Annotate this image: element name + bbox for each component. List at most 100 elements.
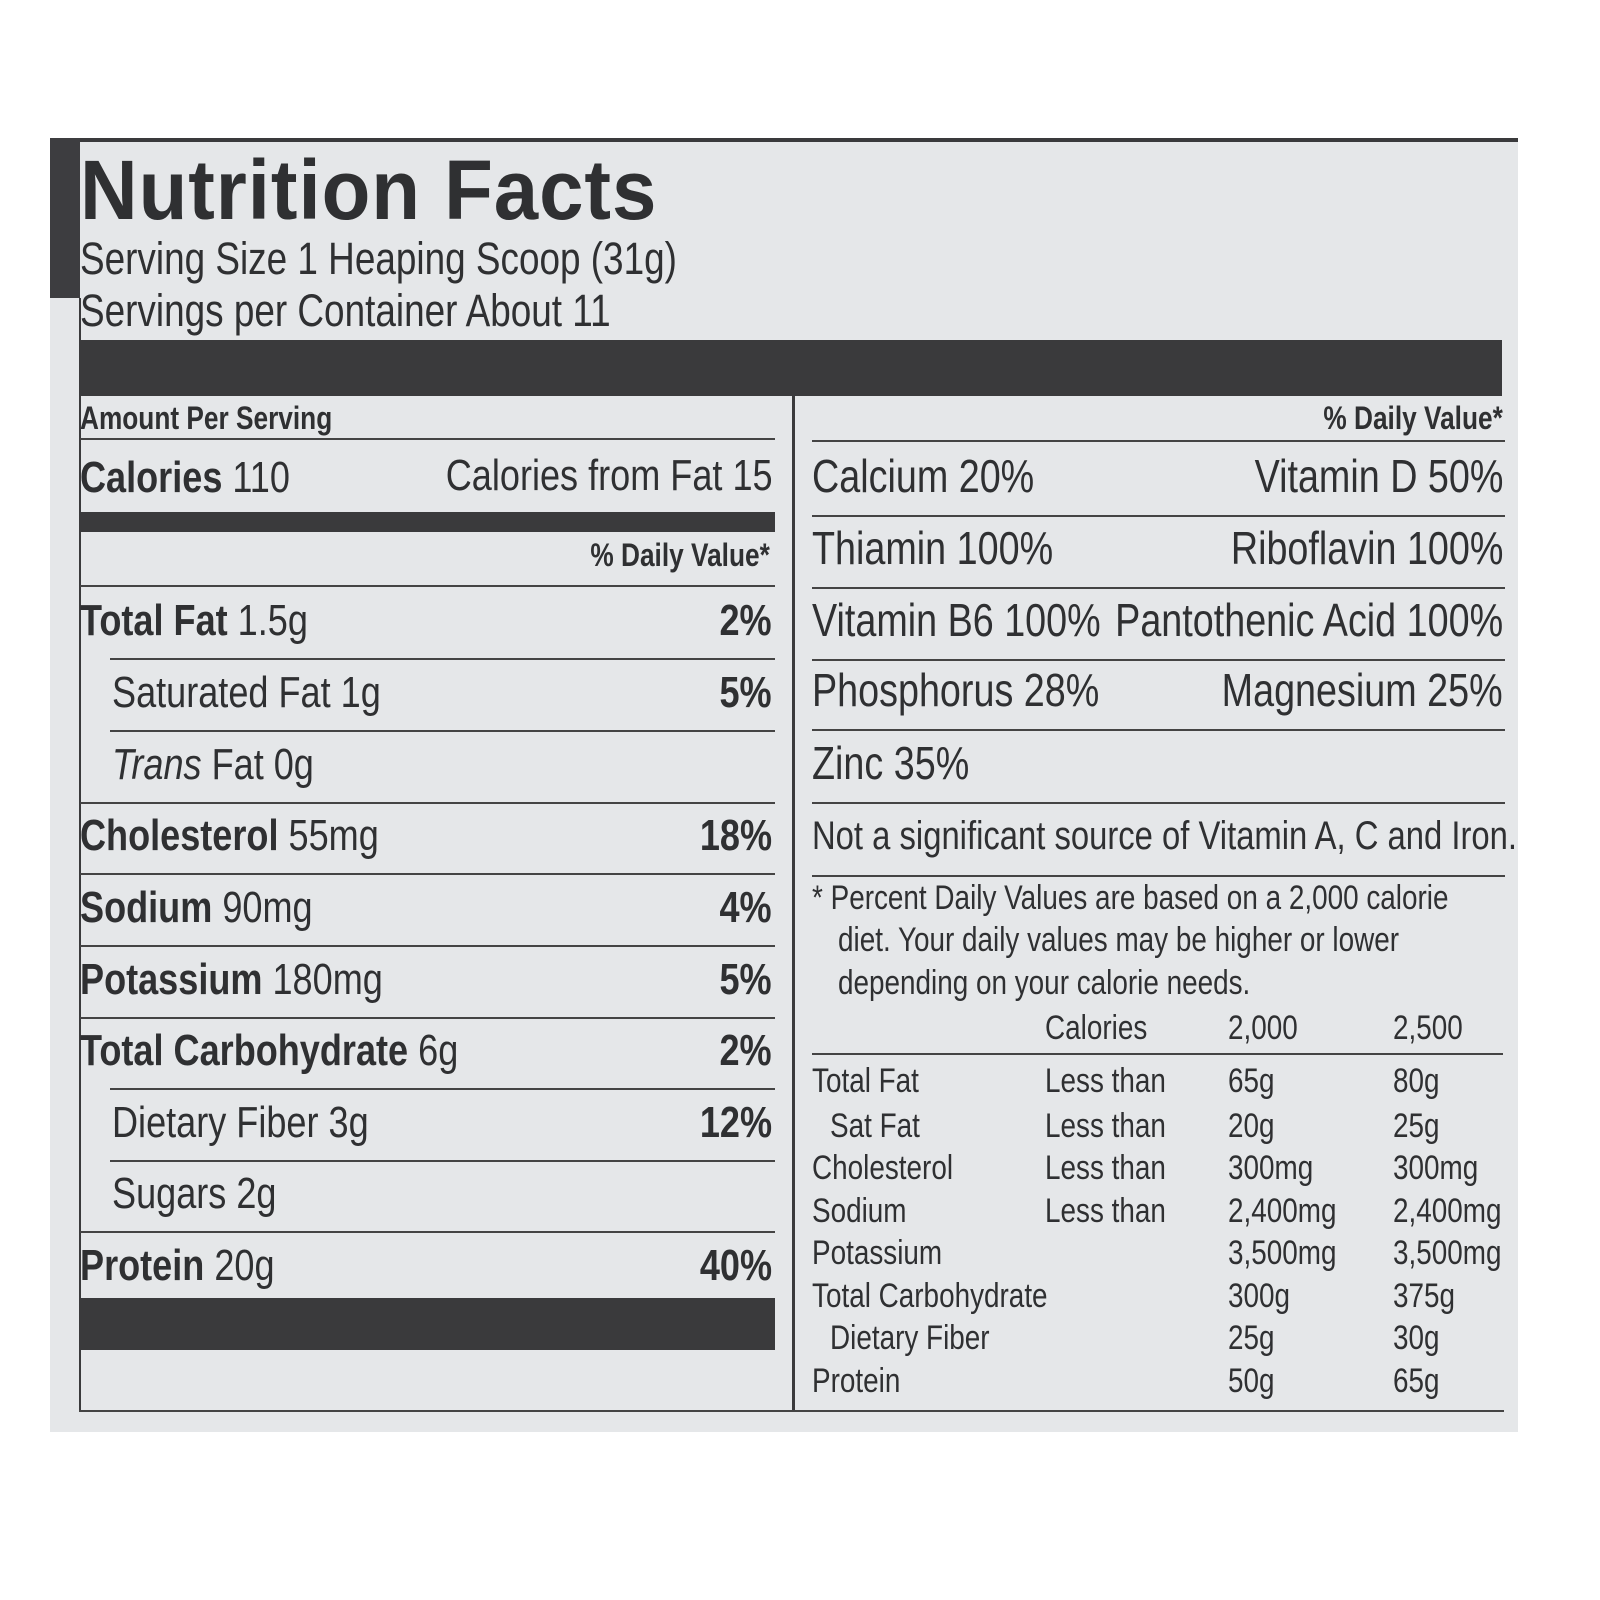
text: 2,500	[1393, 1009, 1463, 1048]
text: Phosphorus 28%	[812, 663, 1100, 716]
nutrient-row: Dietary Fiber 3g	[112, 1100, 425, 1145]
vitamin-left-text: Thiamin 100%	[812, 525, 1053, 571]
dv-table-cell: Total Carbohydrate	[812, 1279, 1099, 1313]
dv-table-cell: Less than	[1045, 1109, 1192, 1143]
text: 25g	[1393, 1107, 1440, 1146]
daily-value-header: % Daily Value*	[551, 539, 770, 571]
dv-table-cell-text: Less than	[1045, 1109, 1166, 1143]
footnote-line: * Percent Daily Values are based on a 2,…	[812, 881, 1588, 915]
rule	[110, 1160, 775, 1162]
vitamin-right-text: Riboflavin 100%	[1230, 525, 1503, 571]
rule	[80, 945, 775, 947]
vitamins-daily-value-header: % Daily Value*	[1284, 402, 1503, 434]
dv-table-header-text: 2,000	[1228, 1011, 1298, 1045]
nutrient-daily-value: 4%	[708, 885, 772, 930]
text: Vitamin B6 100%	[812, 593, 1101, 646]
dv-table-cell: Sat Fat	[830, 1109, 940, 1143]
rule	[80, 1231, 775, 1233]
rule	[812, 875, 1505, 877]
text: 65g	[1228, 1062, 1275, 1101]
nutrient-daily-value-text: 2%	[720, 598, 772, 643]
dv-table-cell: 25g	[1228, 1321, 1285, 1355]
nutrient-daily-value-text: 5%	[720, 670, 772, 715]
nutrient-name: Cholesterol	[80, 810, 279, 860]
dv-table-cell-text: 300mg	[1393, 1151, 1478, 1185]
footnote-line-text: depending on your calorie needs.	[838, 966, 1250, 1000]
dv-table-cell-text: 25g	[1228, 1321, 1275, 1355]
nutrient-name: Sodium	[80, 882, 213, 932]
dv-table-cell-text: 375g	[1393, 1279, 1455, 1313]
calories-label-text: Calories 110	[80, 455, 290, 500]
dv-table-cell: Potassium	[812, 1236, 971, 1270]
dv-table-cell-text: 50g	[1228, 1364, 1275, 1398]
nutrient-row-text: Trans Fat 0g	[112, 739, 314, 789]
vitamin-right-text: Pantothenic Acid 100%	[1115, 597, 1503, 643]
nutrient-name: Protein	[80, 1240, 205, 1290]
text: Total Carbohydrate	[812, 1277, 1048, 1316]
nutrient-row-text: Saturated Fat 1g	[112, 667, 381, 717]
nutrient-daily-value-text: 5%	[720, 957, 772, 1002]
rule	[110, 730, 775, 732]
text: 3,500mg	[1228, 1234, 1337, 1273]
dv-table-cell-text: Protein	[812, 1364, 900, 1398]
text: Calories from Fat 15	[446, 450, 773, 500]
dv-table-cell-text: Dietary Fiber	[830, 1321, 990, 1355]
vitamin-right: Vitamin D 50%	[1200, 453, 1503, 499]
nutrient-amount: Saturated Fat 1g	[112, 667, 381, 717]
vitamin-right: Riboflavin 100%	[1171, 525, 1503, 571]
text: Zinc 35%	[812, 736, 970, 789]
dv-table-cell: 375g	[1393, 1279, 1469, 1313]
text: Dietary Fiber	[830, 1319, 990, 1358]
dv-table-cell-text: Total Fat	[812, 1064, 919, 1098]
dv-table-cell: 80g	[1393, 1064, 1450, 1098]
text: 300mg	[1393, 1149, 1479, 1188]
vitamin-left-text: Zinc 35%	[812, 740, 969, 786]
vitamin-left-text: Not a significant source of Vitamin A, C…	[812, 816, 1517, 856]
rule	[110, 658, 775, 660]
dv-table-cell: Protein	[812, 1364, 920, 1398]
rule	[812, 802, 1505, 804]
calories-from-fat-text: Calories from Fat 15	[446, 450, 773, 500]
dv-table-cell-text: Less than	[1045, 1194, 1166, 1228]
text: Calcium 20%	[812, 449, 1035, 502]
thick-divider-top	[80, 340, 1502, 396]
dv-table-cell-text: 65g	[1228, 1064, 1275, 1098]
dv-table-cell: 3,500mg	[1393, 1236, 1525, 1270]
nutrient-daily-value-text: 2%	[720, 1028, 772, 1073]
nutrient-daily-value-text: 4%	[720, 885, 772, 930]
nutrient-row-text: Sodium 90mg	[80, 882, 313, 932]
rule	[812, 729, 1505, 731]
nutrient-row-text: Total Fat 1.5g	[80, 598, 308, 643]
vitamins-daily-value-header-text: % Daily Value*	[1324, 402, 1503, 434]
nutrient-row: Cholesterol 55mg	[80, 810, 444, 860]
nutrient-name: Potassium	[80, 954, 263, 1004]
vitamin-left: Vitamin B6 100%	[812, 597, 1164, 643]
nutrient-name: Trans	[112, 739, 202, 789]
vitamin-left-text: Calcium 20%	[812, 453, 1034, 499]
nutrient-amount: 6g	[418, 1025, 459, 1075]
dv-table-cell-text: 30g	[1393, 1321, 1440, 1355]
thick-divider-bottom	[80, 1298, 775, 1350]
nutrient-amount: 20g	[214, 1240, 275, 1290]
rule	[80, 585, 775, 587]
rule	[812, 515, 1505, 517]
dv-table-cell-text: Sat Fat	[830, 1109, 920, 1143]
text: Thiamin 100%	[812, 521, 1054, 574]
text: Sodium	[812, 1192, 907, 1231]
dv-table-cell-text: 65g	[1393, 1364, 1440, 1398]
text: 18%	[699, 810, 772, 860]
dv-table-cell-text: 25g	[1393, 1109, 1440, 1143]
calories-from-fat: Calories from Fat 15	[374, 450, 773, 500]
dv-table-cell: Less than	[1045, 1151, 1192, 1185]
vitamin-left: Zinc 35%	[812, 740, 1004, 786]
text: 25g	[1228, 1319, 1275, 1358]
dv-table-cell-text: 2,400mg	[1228, 1194, 1337, 1228]
nutrient-daily-value-text: 18%	[699, 810, 772, 860]
rule	[812, 1053, 1503, 1055]
dv-table-cell: 300mg	[1393, 1151, 1497, 1185]
text: 375g	[1393, 1277, 1456, 1316]
amount-per-serving: Amount Per Serving	[80, 402, 388, 434]
dv-table-cell-text: 2,400mg	[1393, 1194, 1502, 1228]
nutrient-row-text: Protein 20g	[80, 1240, 275, 1290]
text: 80g	[1393, 1062, 1440, 1101]
